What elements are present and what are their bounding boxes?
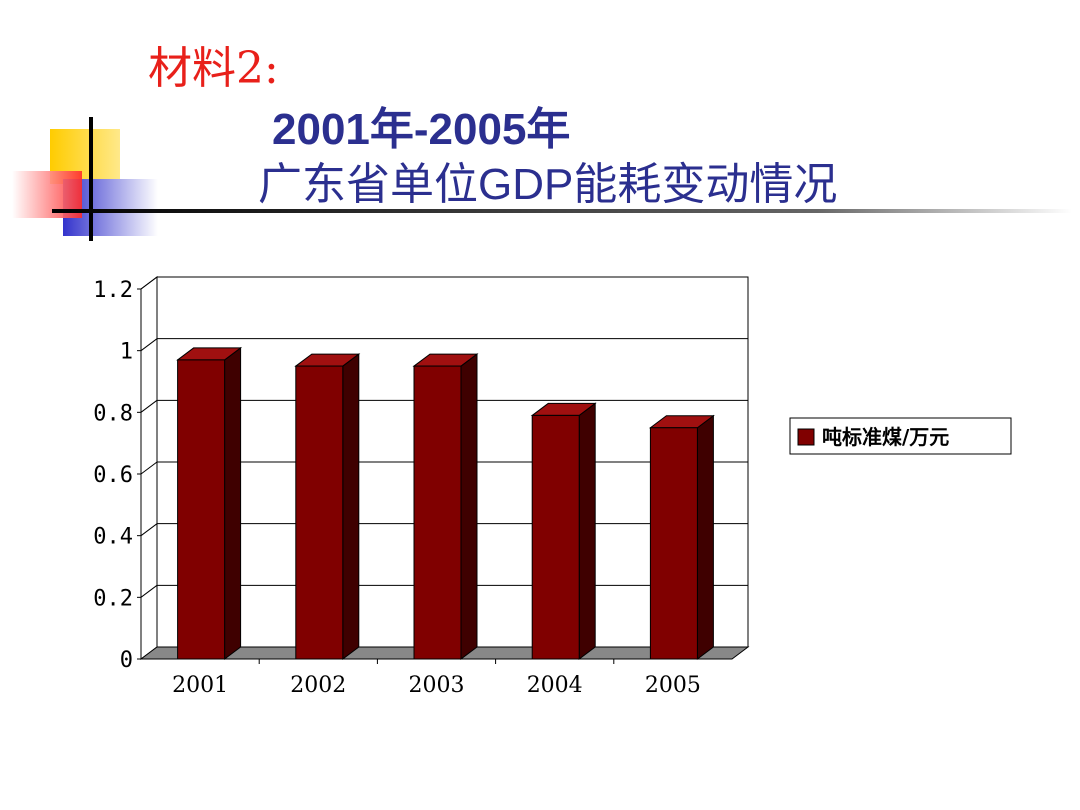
gridline-side: [140, 584, 158, 598]
legend-swatch: [797, 428, 815, 446]
deco-horizontal-line: [52, 209, 1072, 213]
title-line-subject: 广东省单位GDP能耗变动情况: [258, 160, 838, 209]
x-tick-label: 2004: [527, 673, 583, 698]
x-tick-label: 2002: [290, 673, 346, 698]
y-tick-label: 1.2: [93, 278, 133, 303]
y-tick-label: 0.4: [93, 525, 133, 550]
deco-vertical-line: [89, 117, 93, 241]
bar-chart: 0 0.2 0.4 0.6 0.8 1 1.2 2001 2002 2003 2004 2005 吨标准…: [93, 276, 1012, 698]
y-tick-label: 0: [120, 648, 133, 673]
bar-side-2004: [578, 402, 596, 660]
x-tick-label: 2005: [645, 673, 701, 698]
y-tick-label: 0.2: [93, 586, 133, 611]
gridline-side: [140, 461, 158, 475]
gridline-side: [140, 399, 158, 413]
material-label: 材料2:: [148, 43, 279, 94]
y-tick-label: 0.6: [93, 463, 133, 488]
bar-2005: [649, 427, 698, 660]
gridline-side: [140, 276, 158, 290]
bar-2001: [177, 359, 226, 660]
legend-label: 吨标准煤/万元: [822, 425, 949, 449]
bar-side-2003: [460, 353, 478, 660]
y-tick-label: 1: [120, 340, 133, 365]
y-tick-label: 0.8: [93, 401, 133, 426]
slide-decoration: [12, 117, 1072, 241]
bar-side-2005: [696, 414, 714, 660]
title-line-years: 2001年-2005年: [272, 105, 571, 154]
x-tick-label: 2001: [172, 673, 228, 698]
x-tick-label: 2003: [409, 673, 465, 698]
bar-side-2001: [224, 346, 242, 660]
bar-2004: [531, 414, 580, 660]
gridline-side: [140, 338, 158, 352]
gridline-side: [140, 523, 158, 537]
bar-side-2002: [342, 353, 360, 660]
bar-2002: [295, 365, 344, 660]
legend-box: [789, 417, 1012, 455]
bar-2003: [413, 365, 462, 660]
